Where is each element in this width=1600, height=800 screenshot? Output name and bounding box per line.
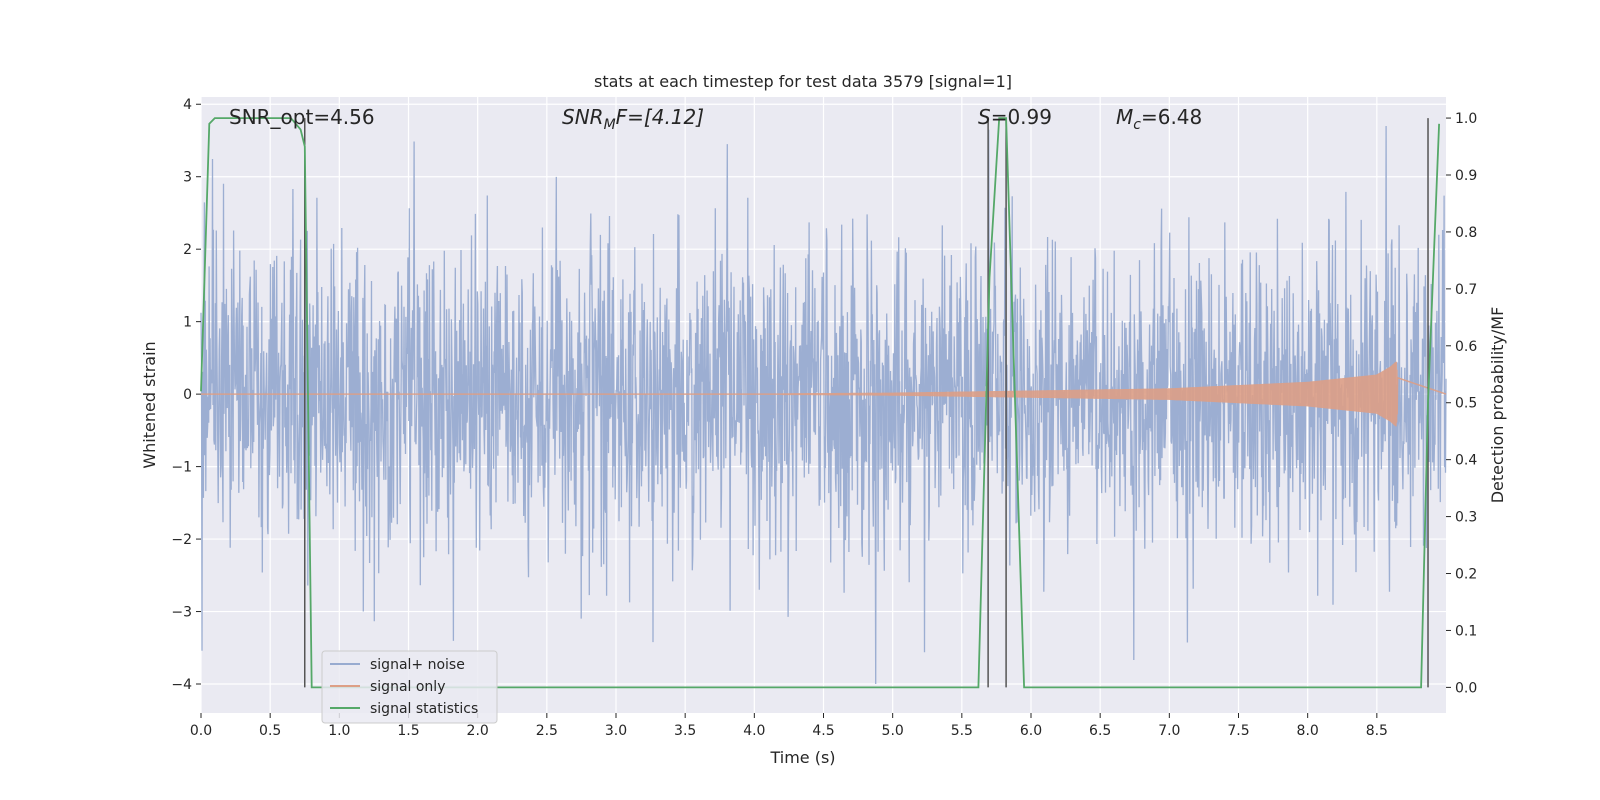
y-tick-label: −4 [171, 677, 192, 693]
legend-label-stats: signal statistics [370, 701, 478, 717]
s-base: S [978, 105, 991, 129]
y2-tick-label: 0.6 [1455, 339, 1477, 355]
y2-tick-label: 0.7 [1455, 282, 1477, 298]
x-tick-label: 2.5 [536, 723, 558, 739]
y2-tick-label: 0.4 [1455, 453, 1477, 469]
mc-sub: c [1133, 117, 1141, 133]
annotation-snr-mf: SNRMF=[4.12] [562, 105, 704, 133]
y2-axis-label: Detection probability/MF [1488, 307, 1507, 504]
y2-tick-label: 0.5 [1455, 396, 1477, 412]
legend-label-noise: signal+ noise [370, 657, 465, 673]
y2-tick-label: 0.8 [1455, 225, 1477, 241]
mc-base: M [1116, 105, 1133, 129]
x-tick-label: 4.0 [743, 723, 765, 739]
x-tick-label: 8.0 [1297, 723, 1319, 739]
signal-noise-line [200, 125, 1447, 685]
x-axis-label: Time (s) [769, 748, 835, 767]
annotation-mc: Mc=6.48 [1116, 105, 1202, 133]
x-tick-label: 3.0 [605, 723, 627, 739]
annotation-s: S=0.99 [978, 105, 1052, 129]
legend-label-signal: signal only [370, 679, 445, 695]
snr-mf-sub: M [604, 117, 616, 133]
x-tick-label: 7.5 [1227, 723, 1249, 739]
x-tick-label: 1.5 [397, 723, 419, 739]
y-tick-label: 2 [183, 242, 192, 258]
mc-rest: =6.48 [1141, 105, 1202, 129]
signal-noise-series [200, 125, 1447, 685]
legend: signal+ noise signal only signal statist… [321, 650, 498, 724]
y2-axis-ticks: 0.0 0.1 0.2 0.3 0.4 0.5 0.6 0.7 0.8 0.9 1.0 [1446, 111, 1477, 696]
snr-mf-rest: F=[4.12] [616, 105, 704, 129]
y-tick-label: −2 [171, 532, 192, 548]
y2-tick-label: 0.3 [1455, 510, 1477, 526]
x-tick-label: 6.0 [1020, 723, 1042, 739]
y2-tick-label: 0.2 [1455, 567, 1477, 583]
x-tick-label: 5.0 [882, 723, 904, 739]
x-tick-label: 5.5 [951, 723, 973, 739]
x-tick-label: 0.5 [259, 723, 281, 739]
y2-tick-label: 0.0 [1455, 680, 1477, 696]
y2-tick-label: 0.1 [1455, 623, 1477, 639]
signal-statistics-series [200, 117, 1440, 689]
y-tick-label: 1 [183, 315, 192, 331]
x-tick-label: 3.5 [674, 723, 696, 739]
annotation-snr-opt: SNR_opt=4.56 [229, 105, 375, 129]
x-tick-label: 8.5 [1366, 723, 1388, 739]
x-tick-label: 2.0 [467, 723, 489, 739]
x-tick-label: 1.0 [328, 723, 350, 739]
signal-only-line [201, 361, 1447, 427]
y-tick-label: 3 [183, 170, 192, 186]
y2-tick-label: 0.9 [1455, 168, 1477, 184]
x-tick-label: 0.0 [190, 723, 212, 739]
y-axis-label: Whitened strain [140, 341, 159, 468]
y-tick-label: −1 [171, 460, 192, 476]
y2-tick-label: 1.0 [1455, 111, 1477, 127]
y-tick-label: 4 [183, 97, 192, 113]
y-axis-ticks: −4 −3 −2 −1 0 1 2 3 4 [171, 97, 201, 693]
x-tick-label: 4.5 [812, 723, 834, 739]
y-tick-label: −3 [171, 605, 192, 621]
x-tick-label: 6.5 [1089, 723, 1111, 739]
x-axis-ticks: 0.0 0.5 1.0 1.5 2.0 2.5 3.0 3.5 4.0 4.5 5.0 5.5 6.0 6… [190, 713, 1388, 739]
snr-mf-base: SNR [562, 105, 604, 129]
y-tick-label: 0 [183, 387, 192, 403]
signal-only-series [201, 361, 1447, 427]
signal-statistics-line [200, 117, 1440, 689]
x-tick-label: 7.0 [1158, 723, 1180, 739]
chart-title: stats at each timestep for test data 357… [594, 72, 1012, 91]
s-rest: =0.99 [991, 105, 1052, 129]
legend-box [321, 650, 498, 724]
